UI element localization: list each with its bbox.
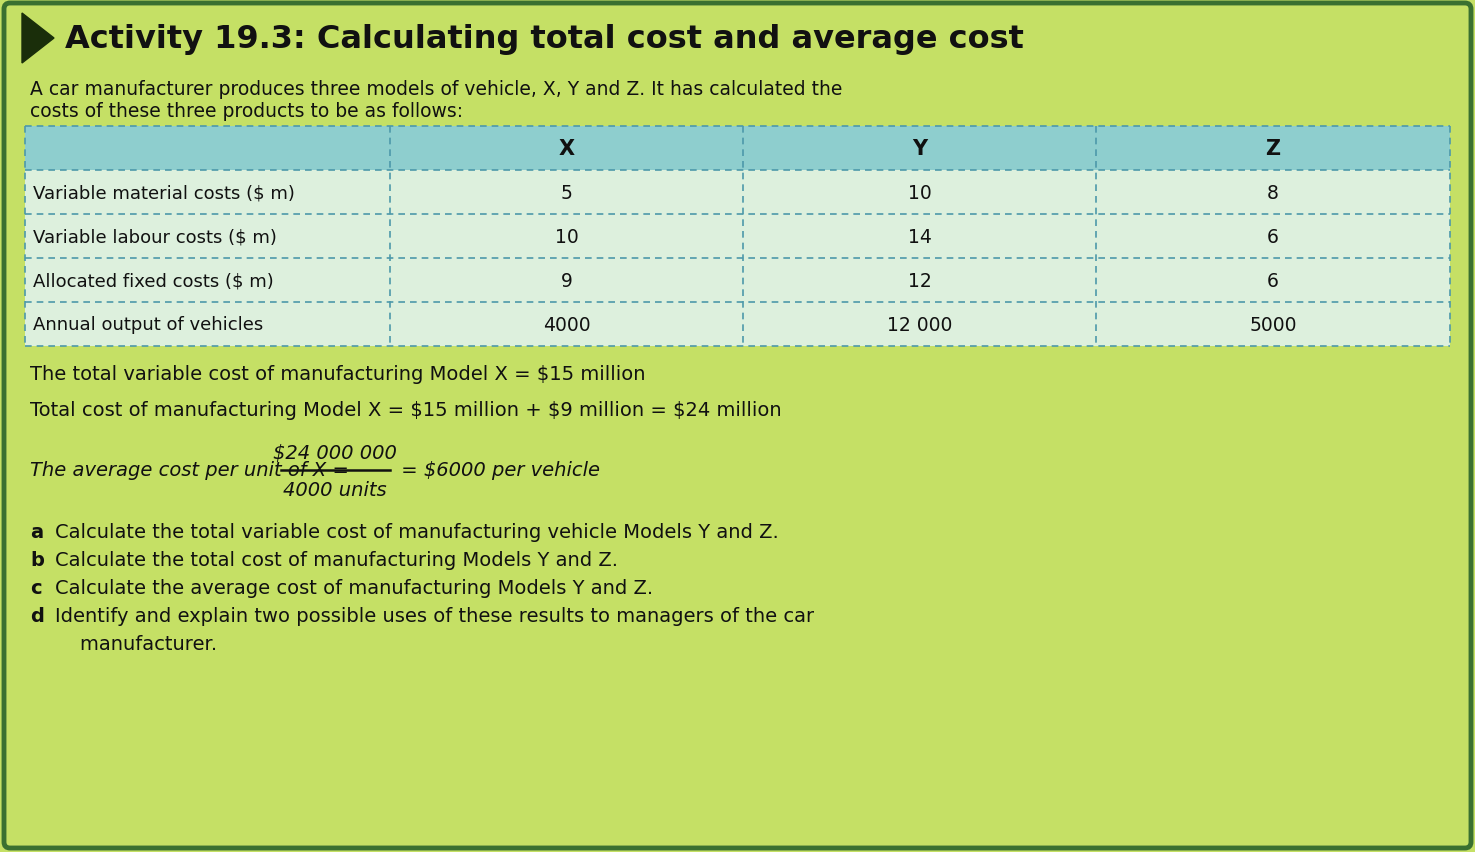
Text: Calculate the total cost of manufacturing Models Y and Z.: Calculate the total cost of manufacturin… (55, 550, 618, 569)
Text: 8: 8 (1267, 183, 1279, 202)
Text: 12: 12 (907, 271, 931, 291)
Text: The total variable cost of manufacturing Model X = $15 million: The total variable cost of manufacturing… (30, 365, 646, 383)
Bar (25, 127, 1450, 170)
Text: 4000: 4000 (543, 315, 590, 334)
Text: X: X (559, 139, 575, 158)
Bar (25, 170, 1450, 215)
Text: Z: Z (1266, 139, 1280, 158)
Text: 5: 5 (560, 183, 572, 202)
Text: 10: 10 (555, 227, 578, 246)
Bar (25, 302, 1450, 347)
Text: 4000 units: 4000 units (283, 481, 386, 500)
Text: A car manufacturer produces three models of vehicle, X, Y and Z. It has calculat: A car manufacturer produces three models… (30, 80, 842, 99)
Text: 6: 6 (1267, 271, 1279, 291)
Text: 6: 6 (1267, 227, 1279, 246)
FancyBboxPatch shape (4, 4, 1471, 848)
Polygon shape (22, 14, 55, 64)
Text: manufacturer.: manufacturer. (55, 634, 217, 653)
Text: 5000: 5000 (1249, 315, 1297, 334)
Text: Identify and explain two possible uses of these results to managers of the car: Identify and explain two possible uses o… (55, 607, 814, 625)
Text: c: c (30, 579, 41, 597)
Text: Calculate the total variable cost of manufacturing vehicle Models Y and Z.: Calculate the total variable cost of man… (55, 522, 779, 541)
Bar (25, 259, 1450, 302)
Text: costs of these three products to be as follows:: costs of these three products to be as f… (30, 102, 463, 121)
Text: Calculate the average cost of manufacturing Models Y and Z.: Calculate the average cost of manufactur… (55, 579, 653, 597)
Text: d: d (30, 607, 44, 625)
Text: Total cost of manufacturing Model X = $15 million + $9 million = $24 million: Total cost of manufacturing Model X = $1… (30, 400, 782, 419)
Text: b: b (30, 550, 44, 569)
Text: a: a (30, 522, 43, 541)
Text: Activity 19.3: Calculating total cost and average cost: Activity 19.3: Calculating total cost an… (65, 24, 1024, 55)
Bar (25, 215, 1450, 259)
Text: Allocated fixed costs ($ m): Allocated fixed costs ($ m) (32, 272, 274, 290)
Text: Y: Y (912, 139, 928, 158)
Text: Variable labour costs ($ m): Variable labour costs ($ m) (32, 227, 277, 245)
Text: $24 000 000: $24 000 000 (273, 444, 397, 463)
Text: 9: 9 (560, 271, 572, 291)
Text: = $6000 per vehicle: = $6000 per vehicle (395, 461, 600, 480)
Text: 14: 14 (907, 227, 931, 246)
Text: The average cost per unit of X =: The average cost per unit of X = (30, 461, 355, 480)
Text: Annual output of vehicles: Annual output of vehicles (32, 315, 263, 334)
Text: 12 000: 12 000 (886, 315, 953, 334)
Text: Variable material costs ($ m): Variable material costs ($ m) (32, 184, 295, 202)
Text: 10: 10 (907, 183, 931, 202)
